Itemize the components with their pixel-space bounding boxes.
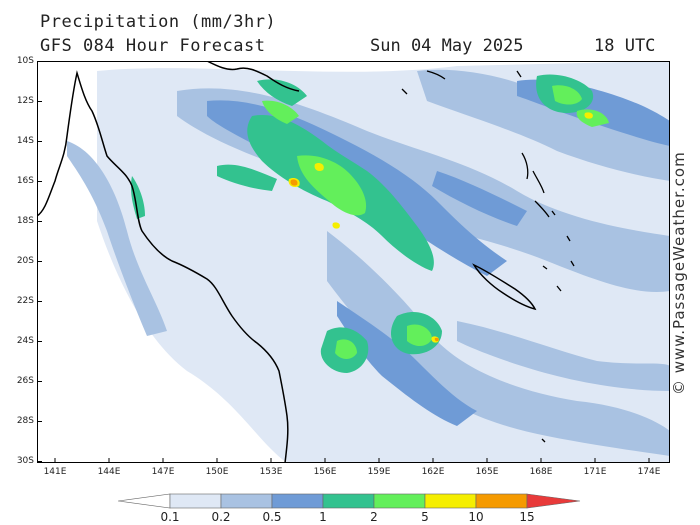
lat-label: 10S <box>16 56 34 66</box>
lon-label: 147E <box>151 467 175 477</box>
lon-label: 156E <box>313 467 337 477</box>
lat-label: 22S <box>16 296 34 306</box>
legend-label: 2 <box>370 510 378 524</box>
lat-label: 18S <box>16 216 34 226</box>
lon-label: 153E <box>259 467 283 477</box>
forecast-time: 18 UTC <box>594 36 656 56</box>
legend-label: 10 <box>468 510 484 524</box>
lat-label: 30S <box>16 456 34 466</box>
extreme-precip-layer <box>290 179 439 342</box>
lat-label: 12S <box>16 96 34 106</box>
legend-label: 15 <box>519 510 535 524</box>
lat-label: 20S <box>16 256 34 266</box>
australia-coastline <box>37 70 289 463</box>
precip-legend-bar <box>118 493 581 509</box>
credit-watermark: © www.PassageWeather.com <box>670 151 688 395</box>
forecast-date: Sun 04 May 2025 <box>370 36 524 56</box>
lon-label: 159E <box>367 467 391 477</box>
lon-label: 150E <box>205 467 229 477</box>
lat-ticks <box>37 61 42 462</box>
legend-label: 0.1 <box>160 510 180 524</box>
forecast-subtitle: GFS 084 Hour Forecast <box>40 36 266 56</box>
pacific-islands <box>401 70 575 443</box>
lon-label: 174E <box>637 467 661 477</box>
new-caledonia-outline <box>472 263 537 311</box>
lon-label: 165E <box>475 467 499 477</box>
lon-label: 141E <box>43 467 67 477</box>
legend-label: 0.2 <box>211 510 231 524</box>
lon-ticks <box>54 458 650 463</box>
legend-swatch-5-10 <box>424 493 477 509</box>
legend-swatch-0.2-0.5 <box>220 493 273 509</box>
precipitation-map <box>37 61 670 463</box>
legend-label: 5 <box>421 510 429 524</box>
lon-label: 168E <box>529 467 553 477</box>
lon-label: 171E <box>583 467 607 477</box>
very-heavy-precip-layer <box>262 85 609 359</box>
map-title: Precipitation (mm/3hr) <box>40 12 277 32</box>
lat-label: 16S <box>16 176 34 186</box>
lat-label: 24S <box>16 336 34 346</box>
new-guinea-coastline <box>206 61 300 92</box>
legend-label: 1 <box>319 510 327 524</box>
legend-swatch-2-5 <box>373 493 426 509</box>
legend-swatch-below-0.1 <box>118 493 171 509</box>
lat-label: 14S <box>16 136 34 146</box>
legend-swatch-0.5-1 <box>271 493 324 509</box>
legend-swatch-above-15 <box>526 493 581 509</box>
lat-label: 26S <box>16 376 34 386</box>
legend-swatch-1-2 <box>322 493 375 509</box>
lon-label: 162E <box>421 467 445 477</box>
legend-swatch-0.1-0.2 <box>169 493 222 509</box>
lat-label: 28S <box>16 416 34 426</box>
legend-label: 0.5 <box>262 510 282 524</box>
lon-label: 144E <box>97 467 121 477</box>
legend-swatch-10-15 <box>475 493 528 509</box>
